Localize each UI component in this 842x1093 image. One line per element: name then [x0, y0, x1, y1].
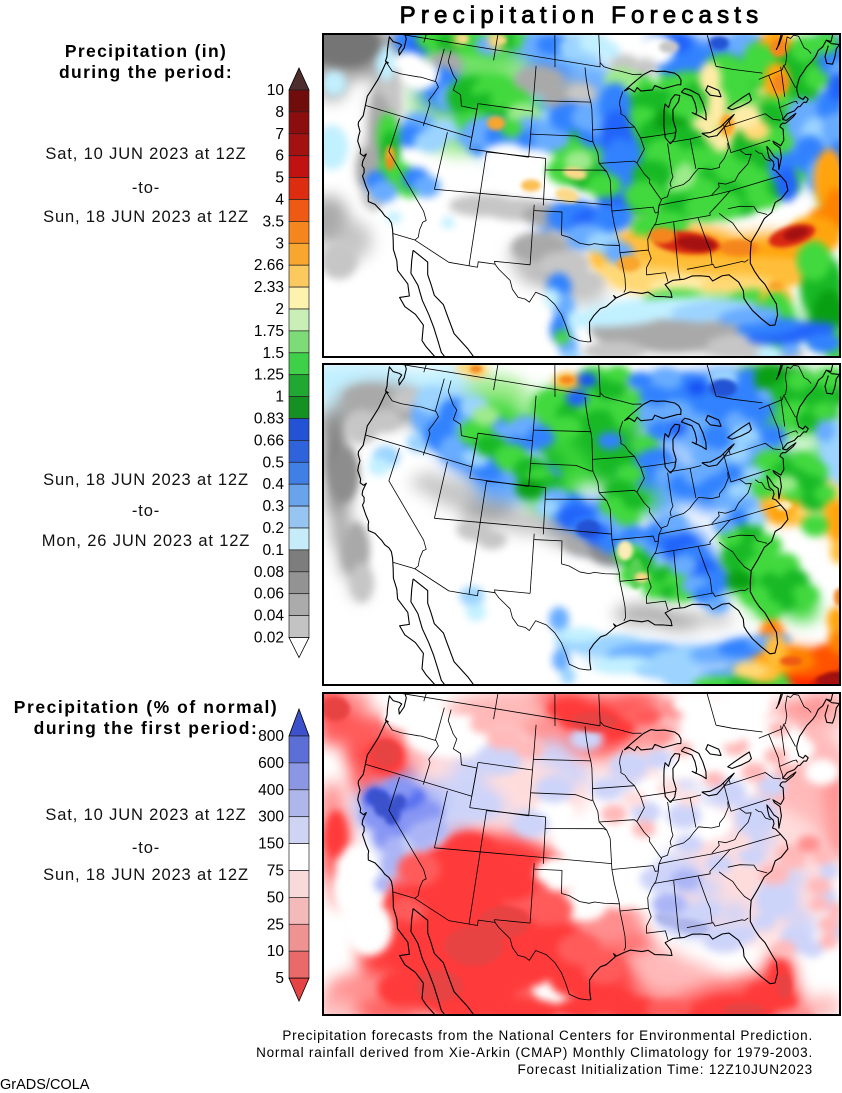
svg-text:0.5: 0.5	[262, 454, 284, 471]
svg-text:1.25: 1.25	[254, 367, 284, 384]
svg-text:50: 50	[267, 889, 285, 906]
svg-text:2.33: 2.33	[254, 279, 284, 296]
svg-text:3.5: 3.5	[262, 213, 284, 230]
svg-text:0.3: 0.3	[262, 498, 284, 515]
svg-text:2: 2	[275, 301, 284, 318]
svg-text:4: 4	[275, 192, 284, 209]
svg-text:0.04: 0.04	[254, 608, 285, 625]
svg-text:75: 75	[267, 863, 284, 880]
svg-text:150: 150	[258, 836, 284, 853]
svg-text:10: 10	[267, 82, 285, 99]
svg-text:1.5: 1.5	[262, 345, 284, 362]
svg-text:8: 8	[275, 104, 284, 121]
svg-text:0.66: 0.66	[254, 432, 284, 449]
svg-text:1.75: 1.75	[254, 323, 284, 340]
svg-text:2.66: 2.66	[254, 257, 284, 274]
svg-text:7: 7	[275, 126, 284, 143]
svg-text:300: 300	[258, 809, 284, 826]
svg-text:0.2: 0.2	[262, 520, 284, 537]
svg-text:0.83: 0.83	[254, 411, 284, 428]
svg-text:0.1: 0.1	[262, 542, 284, 559]
svg-text:0.02: 0.02	[254, 630, 284, 647]
svg-text:0.08: 0.08	[254, 564, 284, 581]
svg-text:6: 6	[275, 148, 284, 165]
svg-text:1: 1	[275, 389, 284, 406]
svg-text:5: 5	[275, 170, 284, 187]
svg-text:0.06: 0.06	[254, 586, 284, 603]
svg-text:10: 10	[267, 943, 285, 960]
svg-text:0.4: 0.4	[262, 476, 284, 493]
svg-text:5: 5	[275, 970, 284, 987]
svg-text:800: 800	[258, 728, 284, 745]
svg-text:600: 600	[258, 755, 284, 772]
svg-text:25: 25	[267, 916, 284, 933]
svg-text:3: 3	[275, 235, 284, 252]
svg-text:400: 400	[258, 782, 284, 799]
